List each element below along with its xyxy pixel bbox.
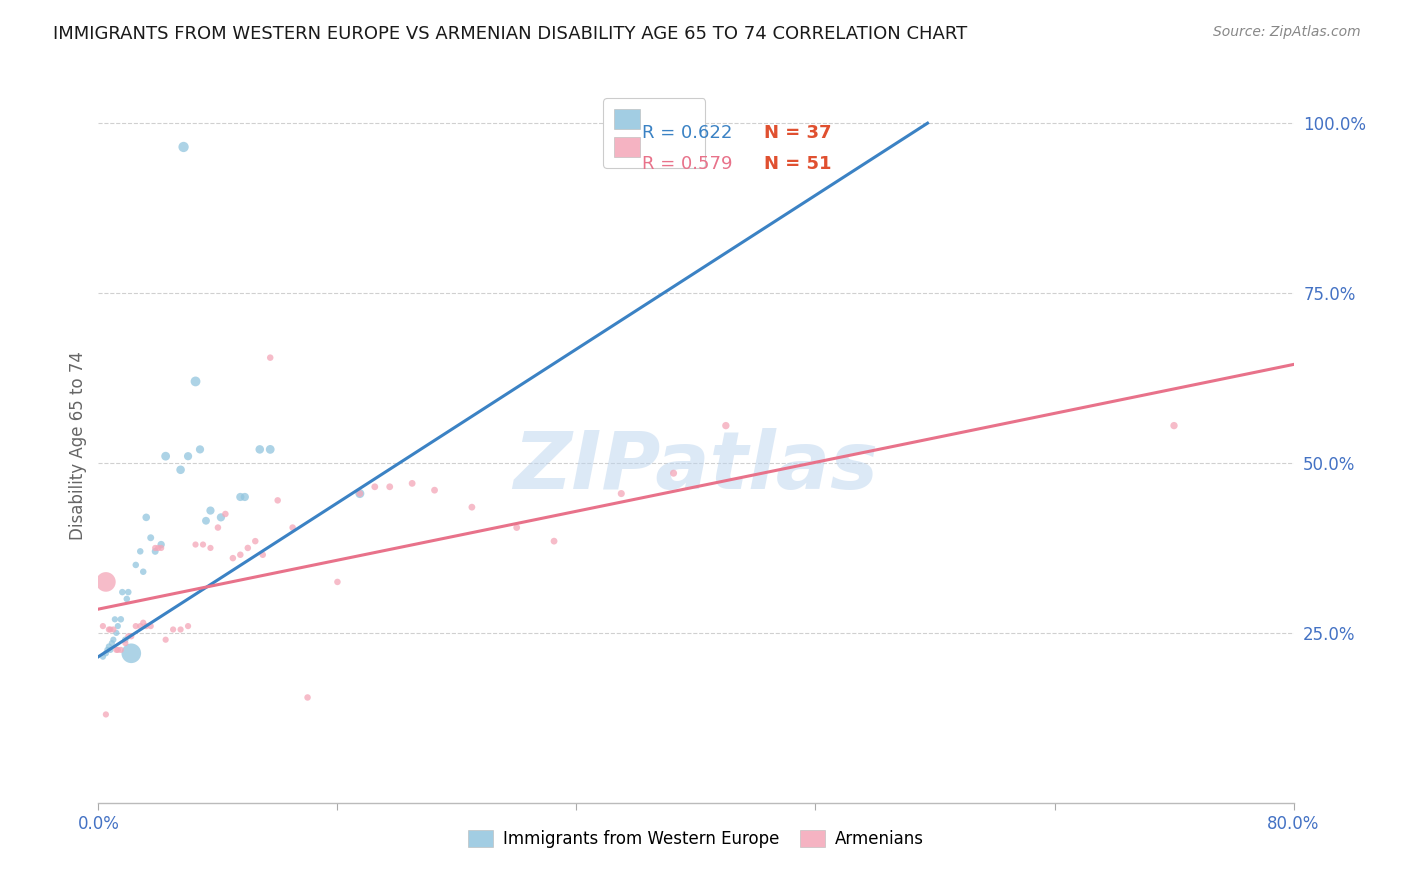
Point <box>120 646 142 660</box>
Legend: Immigrants from Western Europe, Armenians: Immigrants from Western Europe, Armenian… <box>461 823 931 855</box>
Point <box>229 548 252 562</box>
Point <box>97 640 120 654</box>
Point <box>148 541 170 555</box>
Point <box>125 619 148 633</box>
Point <box>610 486 633 500</box>
Point <box>94 574 117 589</box>
Point <box>98 623 122 637</box>
Point <box>105 626 128 640</box>
Point <box>103 632 125 647</box>
Point <box>135 510 157 524</box>
Point <box>98 643 122 657</box>
Point <box>184 375 207 389</box>
Point <box>236 541 259 555</box>
Text: ZIPatlas: ZIPatlas <box>513 428 879 507</box>
Point <box>543 534 565 549</box>
Point <box>150 541 173 555</box>
Point <box>222 551 245 566</box>
Point <box>252 548 274 562</box>
Point <box>111 585 134 599</box>
Point <box>207 520 229 534</box>
Point <box>1163 418 1185 433</box>
Point <box>117 585 139 599</box>
Point <box>281 520 304 534</box>
Point <box>169 623 191 637</box>
Point <box>423 483 446 498</box>
Point <box>155 632 177 647</box>
Point <box>125 558 148 572</box>
Text: R = 0.579: R = 0.579 <box>643 155 733 173</box>
Point <box>115 591 138 606</box>
Point <box>200 503 222 517</box>
Point <box>233 490 256 504</box>
Point <box>461 500 484 515</box>
Point <box>349 486 371 500</box>
Point <box>229 490 252 504</box>
Point <box>662 466 685 480</box>
Point <box>129 544 152 558</box>
Point <box>191 537 214 551</box>
Point <box>94 707 117 722</box>
Point <box>364 480 387 494</box>
Point <box>162 623 184 637</box>
Point <box>107 619 129 633</box>
Point <box>169 463 191 477</box>
Point <box>104 612 127 626</box>
Point <box>114 632 136 647</box>
Point <box>96 643 118 657</box>
Point <box>177 449 200 463</box>
Point <box>214 507 236 521</box>
Point <box>259 442 281 457</box>
Point <box>401 476 423 491</box>
Point <box>326 574 349 589</box>
Point <box>139 619 162 633</box>
Point <box>143 541 166 555</box>
Text: R = 0.622: R = 0.622 <box>643 125 733 143</box>
Point <box>209 510 232 524</box>
Point <box>132 565 155 579</box>
Point <box>107 643 129 657</box>
Point <box>155 449 177 463</box>
Point <box>97 623 120 637</box>
Point <box>103 623 125 637</box>
Point <box>259 351 281 365</box>
Point <box>506 520 529 534</box>
Point <box>150 537 173 551</box>
Text: Source: ZipAtlas.com: Source: ZipAtlas.com <box>1213 25 1361 39</box>
Point <box>110 643 132 657</box>
Y-axis label: Disability Age 65 to 74: Disability Age 65 to 74 <box>69 351 87 541</box>
Point <box>94 646 117 660</box>
Point <box>110 612 132 626</box>
Point <box>297 690 319 705</box>
Point <box>177 619 200 633</box>
Point <box>139 531 162 545</box>
Text: IMMIGRANTS FROM WESTERN EUROPE VS ARMENIAN DISABILITY AGE 65 TO 74 CORRELATION C: IMMIGRANTS FROM WESTERN EUROPE VS ARMENI… <box>53 25 967 43</box>
Point <box>249 442 271 457</box>
Point <box>120 629 142 643</box>
Point <box>378 480 401 494</box>
Point <box>184 537 207 551</box>
Text: N = 51: N = 51 <box>763 155 831 173</box>
Point <box>349 486 371 500</box>
Point <box>188 442 211 457</box>
Point <box>91 649 114 664</box>
Point <box>245 534 267 549</box>
Point <box>132 615 155 630</box>
Point <box>200 541 222 555</box>
Text: N = 37: N = 37 <box>763 125 831 143</box>
Point <box>173 140 195 154</box>
Point <box>267 493 290 508</box>
Point <box>135 619 157 633</box>
Point <box>91 619 114 633</box>
Point <box>117 629 139 643</box>
Point <box>129 619 152 633</box>
Point <box>714 418 737 433</box>
Point <box>105 643 128 657</box>
Point <box>114 636 136 650</box>
Point <box>195 514 218 528</box>
Point <box>101 636 124 650</box>
Point <box>143 544 166 558</box>
